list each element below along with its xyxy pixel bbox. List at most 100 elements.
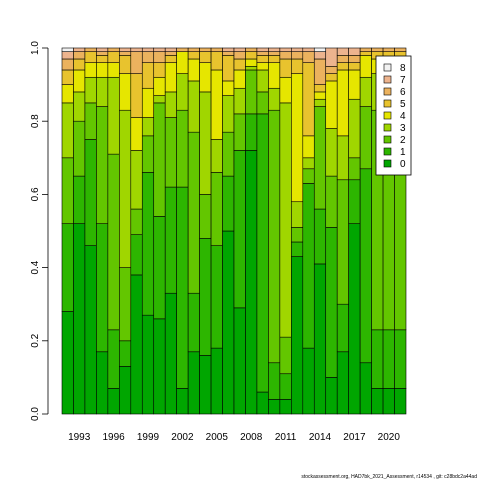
x-tick-label-2002: 2002	[171, 432, 194, 443]
bar-segment-2003-age-6	[187, 47, 200, 52]
bar-segment-1995-age-0	[96, 351, 109, 415]
bar-segment-2010-age-5	[268, 55, 281, 63]
footnote: stockassessment.org, HAD7bk_2021_Assessm…	[301, 474, 477, 480]
legend-swatch-7	[383, 75, 392, 84]
bar-segment-2014-age-7	[313, 51, 327, 60]
bar-segment-1998-age-2	[130, 208, 143, 235]
bar-segment-1996-age-0	[107, 388, 120, 415]
bar-segment-2021-age-1	[394, 329, 407, 389]
bar-segment-1993-age-1	[73, 175, 86, 224]
bar-segment-2010-age-1	[268, 362, 281, 400]
x-tick-label-2005: 2005	[206, 432, 229, 443]
bar-segment-1994-age-2	[84, 102, 97, 140]
bar-segment-2014-age-0	[313, 263, 327, 415]
bar-segment-2021-age-0	[394, 388, 407, 415]
bar-segment-2013-age-7	[302, 47, 315, 52]
bar-segment-2015-age-6	[325, 66, 338, 74]
legend-swatch-5	[383, 99, 392, 108]
bar-segment-2003-age-3	[187, 80, 200, 133]
bar-segment-2006-age-4	[222, 80, 235, 96]
bar-segment-2014-age-5	[313, 84, 327, 93]
bar-segment-2000-age-6	[153, 51, 166, 63]
bar-segment-2006-age-6	[222, 51, 235, 56]
bar-segment-2008-age-1	[245, 113, 258, 151]
bar-segment-2004-age-3	[199, 91, 212, 195]
bar-segment-2000-age-5	[153, 62, 166, 78]
x-tick-label-1999: 1999	[137, 432, 160, 443]
bar-segment-1997-age-3	[119, 109, 132, 268]
bar-segment-2000-age-4	[153, 76, 166, 96]
bar-segment-2009-age-2	[256, 91, 269, 115]
bar-segment-2014-age-2	[313, 106, 327, 210]
bar-segment-2012-age-0	[291, 256, 304, 415]
bar-segment-2019-age-6	[371, 47, 384, 52]
bar-segment-2009-age-0	[256, 391, 269, 415]
bar-segment-1996-age-4	[107, 62, 120, 78]
legend-label-5: 5	[400, 99, 406, 110]
bar-segment-2013-age-5	[302, 62, 315, 137]
bar-segment-2014-age-1	[313, 208, 327, 265]
legend-swatch-4	[383, 111, 392, 120]
bar-segment-2018-age-5	[359, 51, 372, 56]
bar-segment-2013-age-0	[302, 347, 315, 415]
bar-segment-2018-age-4	[359, 55, 372, 78]
bar-segment-2006-age-0	[222, 230, 235, 415]
bar-segment-2010-age-7	[268, 47, 281, 52]
bar-segment-2008-age-5	[245, 51, 258, 60]
bar-segment-2015-age-0	[325, 377, 338, 415]
bar-segment-2009-age-4	[256, 62, 269, 71]
bar-segment-2009-age-6	[256, 51, 269, 56]
bar-segment-1993-age-5	[73, 58, 86, 71]
bar-segment-2017-age-3	[348, 98, 361, 159]
bar-segment-2004-age-5	[199, 51, 212, 63]
legend-label-6: 6	[400, 87, 406, 98]
bar-segment-2007-age-2	[233, 113, 246, 151]
bar-segment-2004-age-1	[199, 238, 212, 356]
bar-segment-2020-age-1	[382, 329, 395, 389]
bar-segment-2017-age-5	[348, 62, 361, 71]
bar-segment-1995-age-5	[96, 55, 109, 63]
bar-segment-2005-age-6	[210, 47, 223, 52]
bar-segment-1999-age-7	[141, 47, 155, 52]
bar-segment-2016-age-5	[336, 62, 349, 71]
bar-segment-1997-age-5	[119, 55, 132, 74]
bar-segment-1993-age-6	[73, 51, 86, 60]
bar-segment-2016-age-4	[336, 69, 349, 137]
bar-segment-2003-age-5	[187, 51, 200, 60]
bar-segment-1995-age-1	[96, 223, 109, 353]
bar-segment-2011-age-3	[279, 102, 292, 338]
bar-segment-2019-age-0	[371, 388, 384, 415]
legend-box	[375, 55, 412, 176]
bar-segment-1999-age-5	[141, 62, 155, 89]
bar-segment-2005-age-0	[210, 347, 223, 415]
bar-segment-1992-age-8	[61, 47, 74, 52]
bar-segment-2021-age-6	[394, 47, 407, 52]
bar-segment-2011-age-1	[279, 373, 292, 400]
bar-segment-1993-age-2	[73, 120, 86, 177]
bar-segment-2008-age-2	[245, 69, 258, 115]
y-tick-label-0.6: 0.6	[30, 187, 41, 201]
bar-segment-1999-age-4	[141, 87, 155, 118]
bar-segment-1998-age-4	[130, 117, 143, 151]
x-tick-label-1996: 1996	[102, 432, 125, 443]
bar-segment-2007-age-1	[233, 150, 246, 309]
bar-segment-1995-age-7	[96, 47, 109, 52]
bar-segment-2020-age-0	[382, 388, 395, 415]
bar-segment-2004-age-6	[199, 47, 212, 52]
bar-segment-2016-age-3	[336, 135, 349, 181]
bar-segment-2005-age-1	[210, 245, 223, 349]
bar-segment-2016-age-7	[336, 47, 349, 56]
bar-segment-2015-age-1	[325, 227, 338, 378]
bar-segment-2005-age-3	[210, 139, 223, 173]
bar-segment-1992-age-0	[61, 311, 74, 415]
bar-segment-1994-age-5	[84, 51, 97, 63]
bar-segment-2007-age-3	[233, 87, 246, 115]
bar-segment-2006-age-7	[222, 47, 235, 52]
bar-segment-2001-age-1	[164, 186, 177, 294]
bar-segment-1997-age-7	[119, 47, 132, 52]
bar-segment-1997-age-6	[119, 51, 132, 56]
bar-segment-2001-age-5	[164, 55, 177, 63]
bar-segment-1996-age-3	[107, 76, 120, 155]
bar-segment-2002-age-0	[176, 388, 189, 415]
